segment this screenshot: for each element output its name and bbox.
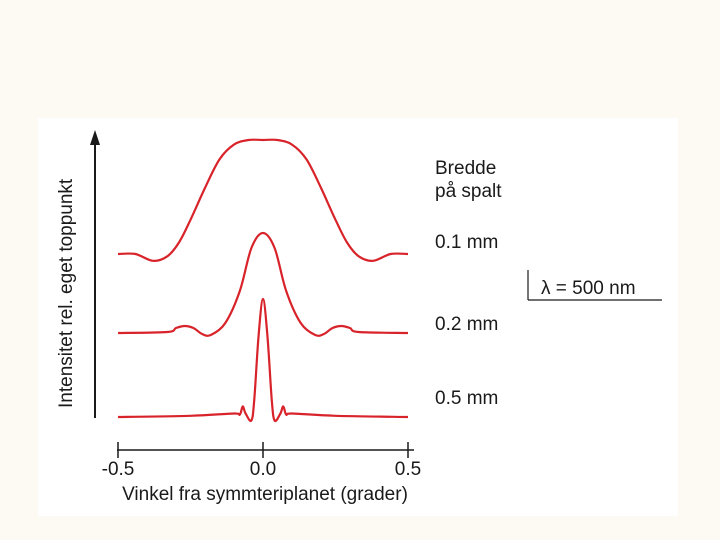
intensity-curve-0.5mm [117,297,409,423]
diffraction-chart: Intensitet rel. eget toppunkt -0.5 0.0 0.5… [56,130,662,505]
x-tick-label: 0.5 [395,459,421,480]
x-tick-label: 0.0 [250,459,276,480]
x-tick-label: -0.5 [102,459,135,480]
series-label: 0.1 mm [435,232,498,253]
legend-title-line-1: Bredde [435,158,496,179]
series-label: 0.5 mm [435,388,498,409]
series-label: 0.2 mm [435,314,498,335]
chart-panel: Intensitet rel. eget toppunkt -0.5 0.0 0.5… [38,118,678,516]
intensity-curve-0.2mm [117,231,409,337]
y-axis-label: Intensitet rel. eget toppunkt [56,178,77,408]
x-axis-label: Vinkel fra symmteriplanet (grader) [122,484,408,505]
y-axis-arrowhead [90,130,100,145]
intensity-curve-0.1mm [117,138,409,262]
wavelength-label: λ = 500 nm [541,278,636,299]
legend-title-line-2: på spalt [435,181,502,202]
